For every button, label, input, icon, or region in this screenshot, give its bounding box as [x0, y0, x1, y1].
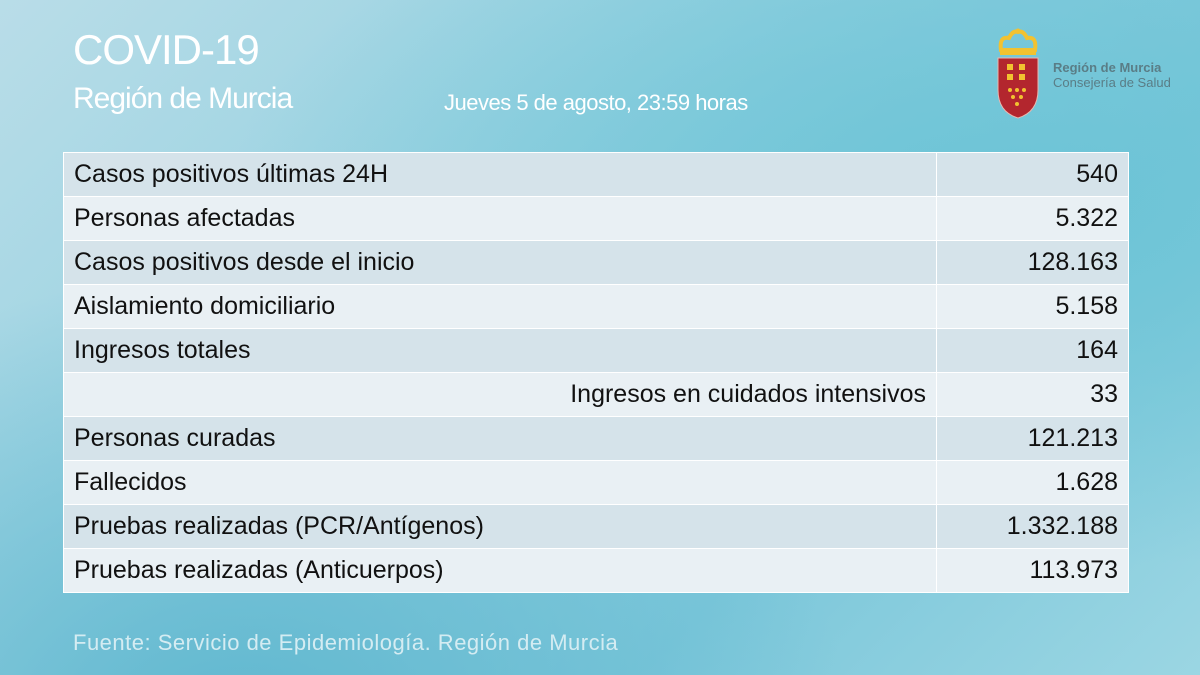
- row-value: 128.163: [936, 240, 1129, 285]
- table-row: Casos positivos últimas 24H 540: [63, 152, 1129, 197]
- page-title: COVID-19: [73, 26, 260, 73]
- region-logo: Región de Murcia Consejería de Salud: [995, 28, 1171, 120]
- table-row: Aislamiento domiciliario 5.158: [63, 284, 1129, 329]
- row-label: Personas afectadas: [63, 196, 937, 241]
- row-value: 113.973: [936, 548, 1129, 593]
- page-subtitle: Región de Murcia: [73, 82, 293, 115]
- row-value: 1.628: [936, 460, 1129, 505]
- row-value: 5.158: [936, 284, 1129, 329]
- covid-stats-table: Casos positivos últimas 24H 540 Personas …: [63, 152, 1129, 593]
- table-row: Personas afectadas 5.322: [63, 196, 1129, 241]
- row-label: Casos positivos desde el inicio: [63, 240, 937, 285]
- coat-of-arms-icon: [997, 28, 1039, 119]
- logo-line-2: Consejería de Salud: [1053, 75, 1171, 90]
- source-note: Fuente: Servicio de Epidemiología. Regió…: [73, 630, 619, 655]
- row-value: 1.332.188: [936, 504, 1129, 549]
- row-value: 5.322: [936, 196, 1129, 241]
- row-label: Personas curadas: [63, 416, 937, 461]
- table-row: Ingresos en cuidados intensivos 33: [63, 372, 1129, 417]
- table-row: Pruebas realizadas (Anticuerpos) 113.973: [63, 548, 1129, 593]
- report-date: Jueves 5 de agosto, 23:59 horas: [444, 90, 748, 115]
- row-label: Pruebas realizadas (Anticuerpos): [63, 548, 937, 593]
- table-row: Personas curadas 121.213: [63, 416, 1129, 461]
- table-row: Ingresos totales 164: [63, 328, 1129, 373]
- table-row: Fallecidos 1.628: [63, 460, 1129, 505]
- row-label: Pruebas realizadas (PCR/Antígenos): [63, 504, 937, 549]
- row-label: Casos positivos últimas 24H: [63, 152, 937, 197]
- row-value: 540: [936, 152, 1129, 197]
- row-label: Aislamiento domiciliario: [63, 284, 937, 329]
- row-value: 121.213: [936, 416, 1129, 461]
- row-label: Ingresos en cuidados intensivos: [63, 372, 937, 417]
- table-row: Pruebas realizadas (PCR/Antígenos) 1.332.…: [63, 504, 1129, 549]
- table-row: Casos positivos desde el inicio 128.163: [63, 240, 1129, 285]
- row-value: 164: [936, 328, 1129, 373]
- row-label: Ingresos totales: [63, 328, 937, 373]
- row-label: Fallecidos: [63, 460, 937, 505]
- row-value: 33: [936, 372, 1129, 417]
- logo-line-1: Región de Murcia: [1053, 60, 1162, 75]
